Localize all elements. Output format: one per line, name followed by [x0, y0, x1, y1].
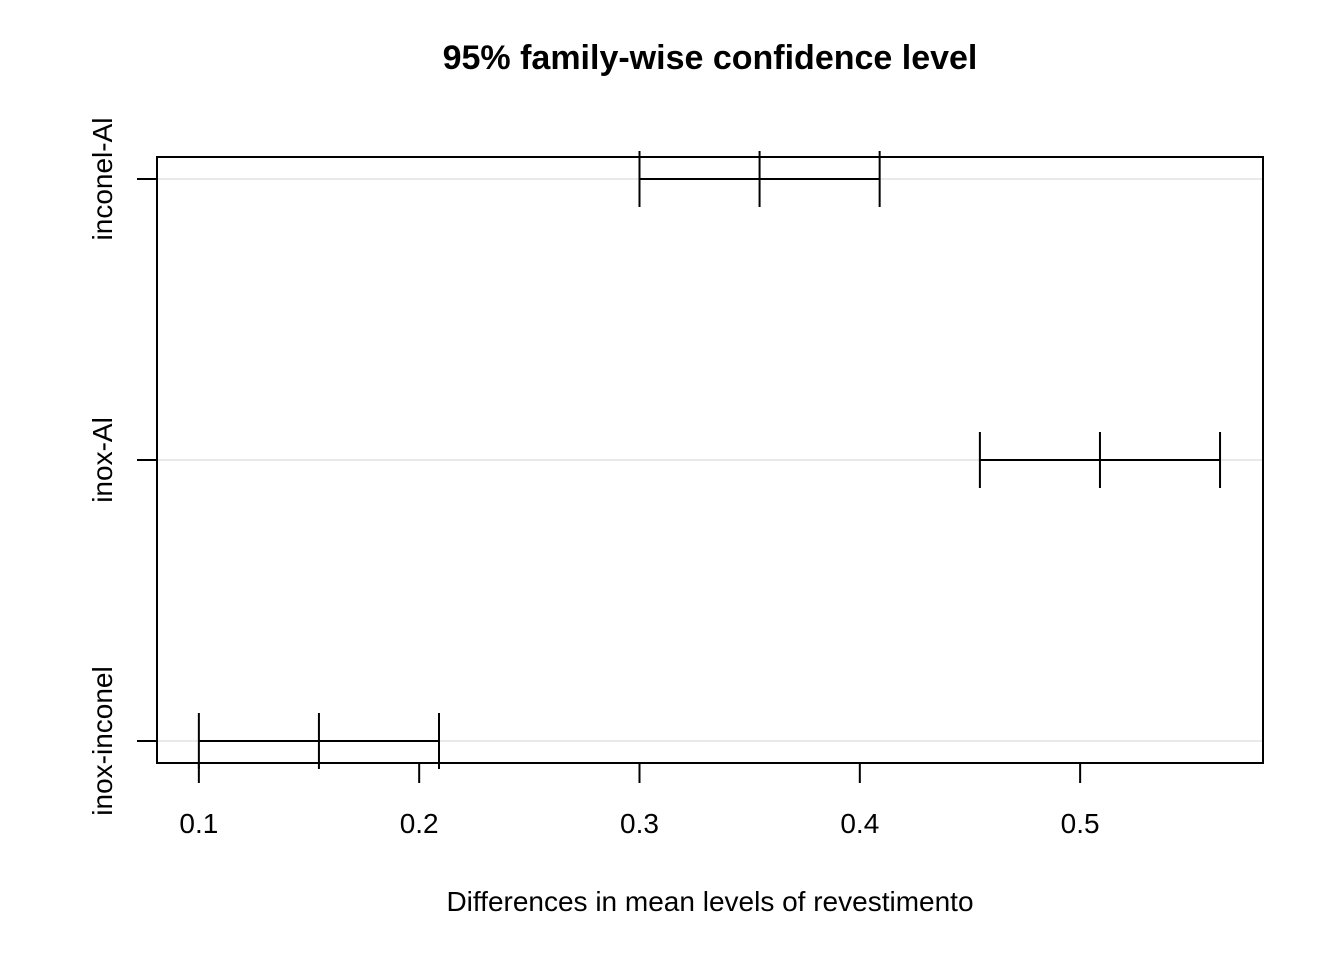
- y-tick-label: inconel-Al: [87, 118, 118, 241]
- x-tick-label: 0.5: [1061, 808, 1100, 839]
- x-tick-label: 0.1: [179, 808, 218, 839]
- y-axis: inox-inconel inox-Al inconel-Al: [87, 118, 158, 816]
- x-tick-label: 0.4: [840, 808, 879, 839]
- interval-inconel-Al: [638, 151, 881, 207]
- x-tick-label: 0.2: [400, 808, 439, 839]
- x-tick-label: 0.3: [620, 808, 659, 839]
- interval-marks: [197, 151, 1222, 769]
- x-axis: 0.1 0.2 0.3 0.4 0.5: [179, 762, 1100, 839]
- interval-inox-Al: [978, 432, 1222, 488]
- x-axis-label: Differences in mean levels of revestimen…: [446, 886, 973, 917]
- y-tick-label: inox-inconel: [87, 666, 118, 815]
- interval-inox-inconel: [197, 713, 441, 769]
- chart-title: 95% family-wise confidence level: [443, 39, 978, 77]
- y-tick-label: inox-Al: [87, 417, 118, 503]
